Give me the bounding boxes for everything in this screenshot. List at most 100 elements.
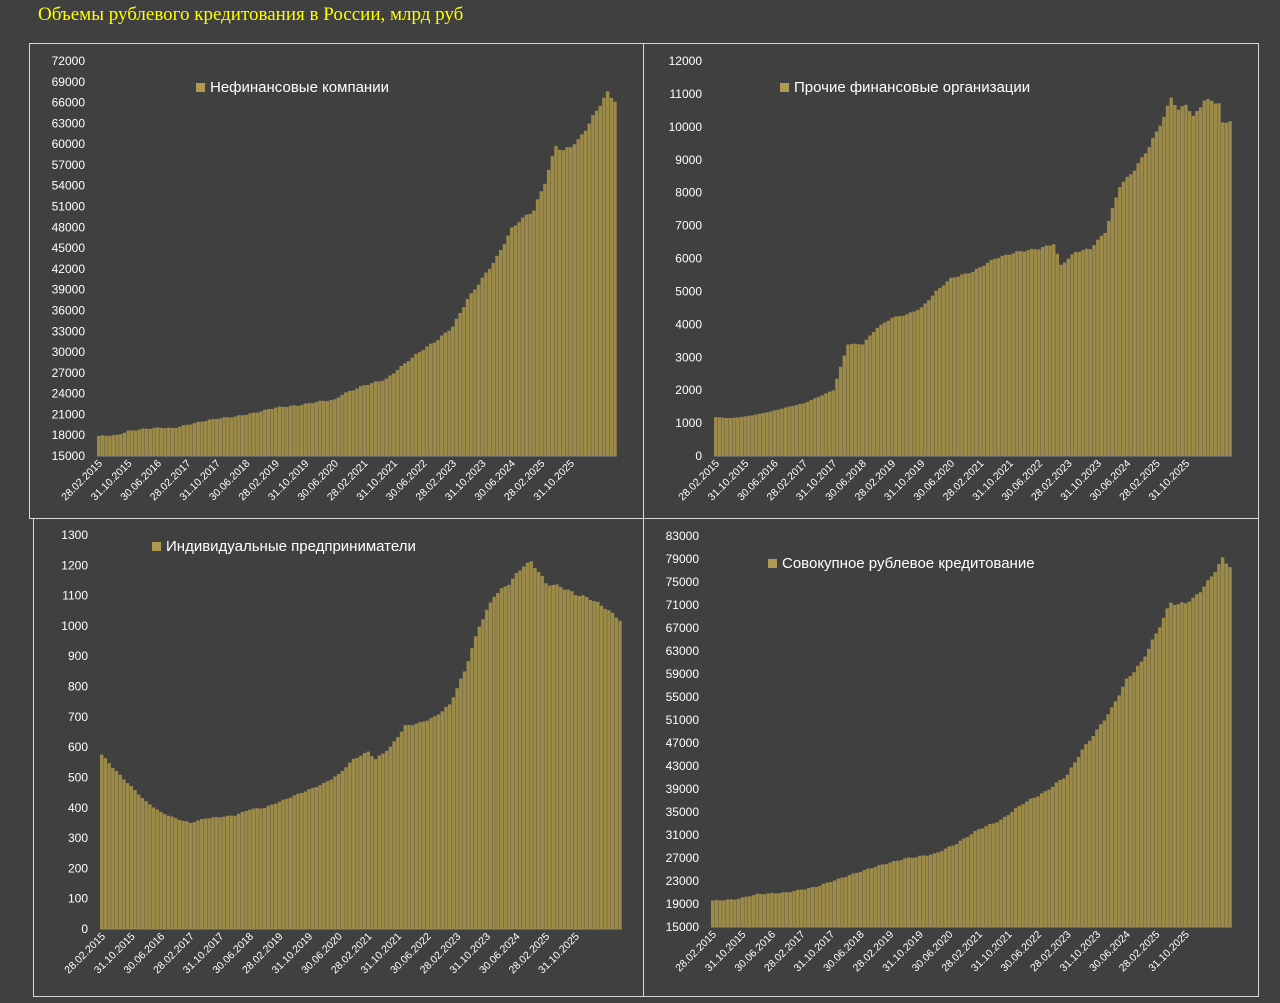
bar [977, 829, 981, 927]
bar [270, 804, 274, 929]
bar [736, 898, 741, 927]
bar [882, 322, 887, 456]
bar [759, 894, 763, 927]
bar [827, 391, 832, 456]
bar [573, 595, 578, 929]
bar [930, 295, 935, 456]
bar [985, 262, 990, 456]
bar [222, 816, 226, 929]
bar [203, 421, 208, 456]
bar [886, 320, 891, 456]
bar [807, 888, 811, 927]
bar [569, 147, 573, 456]
bar [888, 862, 892, 927]
bar [927, 300, 931, 456]
bar [963, 273, 968, 456]
bar [1021, 804, 1025, 927]
bar [436, 340, 440, 456]
bar [1184, 104, 1188, 456]
bar [842, 355, 846, 456]
bar [761, 413, 766, 456]
bar [1191, 597, 1195, 927]
bar [855, 872, 859, 927]
legend-marker [152, 542, 161, 551]
bar [115, 434, 119, 456]
bar [1173, 105, 1177, 456]
bar [1129, 174, 1133, 456]
bar [521, 217, 525, 456]
y-tick-label: 11000 [670, 87, 703, 101]
bar [322, 782, 326, 929]
bar [743, 416, 747, 456]
bar [906, 857, 911, 927]
bar [240, 811, 245, 929]
bar [1217, 103, 1221, 456]
bar [877, 865, 881, 927]
bar [214, 816, 219, 929]
bar [458, 312, 462, 456]
y-tick-label: 27000 [52, 366, 86, 380]
bar [1074, 251, 1078, 456]
bar [1110, 707, 1114, 927]
bar [344, 767, 348, 929]
bar [333, 776, 337, 929]
bar [1073, 762, 1077, 927]
bar [1165, 105, 1170, 457]
bar [1070, 254, 1074, 456]
bar [1202, 100, 1206, 456]
y-tick-label: 1200 [61, 558, 88, 572]
bar [722, 900, 726, 927]
bar [559, 586, 563, 929]
bar [97, 435, 101, 456]
bar [321, 400, 326, 456]
bar [236, 813, 241, 929]
bar [528, 213, 532, 456]
bar [407, 724, 411, 929]
y-tick-label: 57000 [52, 158, 86, 172]
bar [225, 815, 230, 929]
y-tick-label: 59000 [666, 667, 700, 681]
bar [714, 899, 719, 927]
bar [1054, 782, 1059, 927]
bar [1151, 137, 1155, 456]
bar [118, 774, 122, 929]
bar [594, 110, 599, 457]
bar [425, 720, 430, 929]
bar [422, 721, 426, 929]
bar [476, 284, 481, 456]
bar [347, 390, 352, 456]
bar [995, 822, 999, 927]
bar [875, 327, 880, 456]
bar [325, 781, 330, 929]
bar [481, 619, 485, 929]
bar [809, 399, 813, 456]
bar [524, 214, 529, 456]
bar [603, 608, 607, 929]
bar [736, 417, 740, 456]
bar [1018, 251, 1023, 456]
bar [1209, 576, 1214, 927]
bar [777, 893, 781, 927]
bar [974, 268, 979, 456]
bar [1077, 251, 1082, 456]
bar [344, 392, 348, 456]
bar [111, 435, 116, 456]
bar [599, 605, 604, 929]
bar [1085, 248, 1089, 456]
bar [1135, 665, 1140, 927]
bar [860, 344, 865, 456]
chart-panel-total: 15000 19000 23000 27000 31000 35000 39000 43000… [643, 518, 1259, 997]
legend-marker [196, 83, 205, 92]
bar [151, 807, 156, 929]
y-tick-label: 15000 [52, 449, 86, 463]
bar [454, 318, 459, 456]
bar [1169, 97, 1173, 457]
bar [1224, 563, 1229, 927]
bar [237, 415, 241, 456]
bar [916, 309, 920, 456]
bar [592, 601, 596, 929]
bar [580, 134, 584, 456]
bar [596, 601, 600, 929]
bar [451, 697, 456, 929]
bar [609, 97, 614, 457]
